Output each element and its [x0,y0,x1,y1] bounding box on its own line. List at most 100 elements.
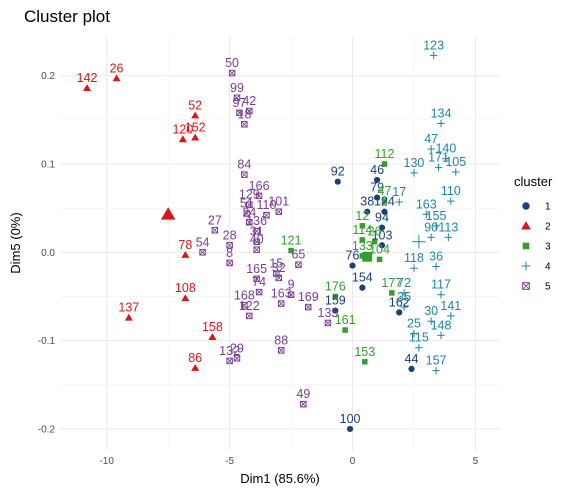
cluster-1-point [364,208,371,215]
y-tick-label: 0.1 [41,160,55,171]
cluster-5-point [275,274,283,282]
cluster-5-point [241,121,248,128]
cluster-4-point [447,312,455,320]
cluster-5-point [241,171,248,178]
point-label: 169 [298,290,319,304]
point-label: 86 [188,351,202,365]
cluster-4-point [410,329,418,338]
point-label: 129 [239,188,260,202]
cluster-5-point [324,319,332,327]
cluster-3-point [362,359,368,365]
point-label: 176 [325,279,346,293]
point-label: 54 [196,235,210,249]
point-label: 141 [440,299,461,313]
point-label: 18 [237,107,251,121]
cluster-5-point [253,227,260,235]
x-axis-label: Dim1 (85.6%) [240,471,319,486]
point-label: 38 [360,195,374,209]
y-tick-label: 0.2 [41,71,55,82]
point-label: 32 [272,261,286,275]
point-label: 114 [352,223,372,237]
cluster-2-point [181,250,190,258]
cluster-1-point [332,307,339,314]
y-tick-label: -0.1 [38,336,56,347]
point-label: 76 [346,249,360,263]
point-label: 157 [426,354,447,368]
cluster-2-point [208,333,217,341]
cluster-5-point [255,192,263,200]
point-label: 140 [435,142,456,156]
point-label: 84 [237,158,251,172]
cluster-2-point [191,363,200,371]
point-label: 27 [208,213,222,227]
cluster-5-point [246,219,253,226]
cluster-1-point [349,262,356,269]
point-label: 122 [239,299,260,313]
point-label: 52 [188,98,202,112]
point-label: 135 [318,306,339,320]
point-label: 130 [404,156,425,170]
cluster-2-point [191,111,200,119]
cluster-4-point [410,264,418,272]
cluster-4-point [434,163,443,172]
cluster-3-point [288,247,294,254]
y-axis-ticks: -0.2 -0.1 0.0 0.1 0.2 [38,71,56,435]
cluster-5-point [300,400,307,408]
cluster-5-point [253,246,260,253]
point-label: 110 [257,198,277,212]
cluster-5-point [226,242,233,249]
point-label: 112 [375,147,395,161]
cluster-5-point [246,312,253,320]
point-label: 26 [110,61,124,75]
point-label: 100 [340,412,361,426]
point-label: 152 [185,121,206,135]
cluster-4-point [452,168,460,176]
cluster-4-centroid [412,234,426,249]
legend-key-4 [521,261,531,271]
legend-key-1 [522,202,530,210]
point-label: 12 [355,209,369,223]
point-label: 8 [226,246,233,260]
cluster-5-point [236,109,243,117]
legend-key-3 [522,242,530,250]
cluster-5-point [211,227,219,234]
cluster-5-point [277,300,285,307]
point-label: 165 [246,262,267,276]
x-tick-label: 0 [350,456,356,467]
point-label: 74 [252,275,266,289]
point-label: 168 [234,288,255,302]
y-tick-label: -0.2 [38,424,56,435]
point-label: 46 [370,163,384,177]
point-label: 166 [249,179,270,193]
point-label: 90 [424,220,438,234]
cluster-3-point [342,327,348,333]
cluster-5-point [226,357,233,365]
grid-lines [60,36,500,451]
point-label: 110 [441,184,461,198]
point-label: 142 [77,71,98,85]
data-points [83,51,460,433]
point-label: 28 [223,228,237,242]
cluster-4-point [410,169,418,177]
point-label: 40 [250,233,264,247]
cluster-5-point [287,291,295,298]
point-label: 97 [232,96,246,110]
cluster-1-point [408,365,415,372]
cluster-5-point [295,261,302,268]
cluster-4-point [447,197,455,205]
point-label: 134 [431,106,452,120]
cluster-5-point [275,208,283,215]
point-label: 117 [431,278,451,292]
cluster-3-point [381,161,388,167]
cluster-2-point [181,294,190,302]
cluster-4-point [437,290,445,299]
point-label: 136 [246,214,267,228]
point-label: 171 [428,151,449,165]
point-label: 177 [381,276,402,290]
point-label: 124 [374,195,395,209]
cluster-1-point [334,178,341,185]
cluster-3-point [381,198,388,204]
cluster-4-point [427,145,435,153]
